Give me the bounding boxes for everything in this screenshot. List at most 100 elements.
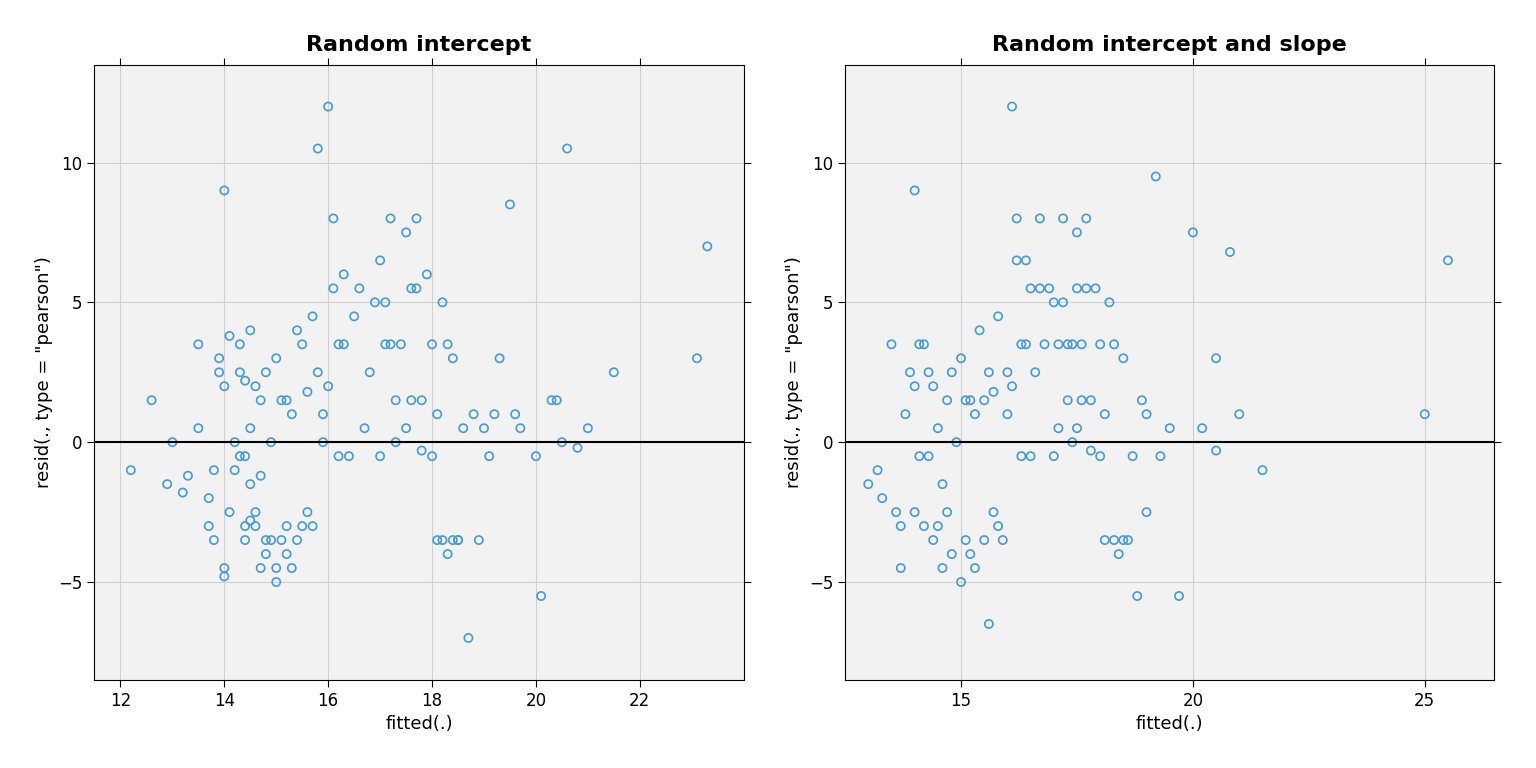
Point <box>373 296 398 309</box>
Point <box>207 353 232 365</box>
Point <box>888 562 912 574</box>
Point <box>352 422 376 435</box>
Point <box>1115 534 1140 546</box>
Point <box>935 394 960 406</box>
Point <box>487 353 511 365</box>
Point <box>1005 212 1029 224</box>
Point <box>212 562 237 574</box>
Point <box>1014 254 1038 266</box>
Point <box>280 408 304 420</box>
Point <box>290 520 315 532</box>
Point <box>316 380 341 392</box>
Point <box>940 366 965 379</box>
Point <box>696 240 720 253</box>
Point <box>502 408 527 420</box>
Point <box>1087 450 1112 462</box>
Point <box>1120 450 1144 462</box>
Point <box>1124 590 1149 602</box>
Point <box>1069 394 1094 406</box>
Point <box>321 212 346 224</box>
Point <box>253 534 278 546</box>
Point <box>986 310 1011 323</box>
Point <box>1055 338 1080 350</box>
Point <box>321 282 346 294</box>
Point <box>1041 296 1066 309</box>
Point <box>1032 338 1057 350</box>
Point <box>912 520 937 532</box>
Point <box>186 338 210 350</box>
Point <box>233 450 258 462</box>
Point <box>602 366 627 379</box>
Point <box>223 436 247 449</box>
Point <box>1111 534 1135 546</box>
Point <box>963 562 988 574</box>
Point <box>217 329 241 342</box>
Point <box>888 520 912 532</box>
Point <box>1167 590 1192 602</box>
Point <box>1009 450 1034 462</box>
Point <box>1083 282 1107 294</box>
Point <box>1106 548 1130 560</box>
Point <box>227 366 252 379</box>
Point <box>528 590 553 602</box>
Point <box>892 408 917 420</box>
Point <box>931 478 955 490</box>
Point <box>1204 445 1229 457</box>
Title: Random intercept and slope: Random intercept and slope <box>992 35 1347 55</box>
Point <box>1078 394 1103 406</box>
Point <box>160 436 184 449</box>
Point <box>1250 464 1275 476</box>
Point <box>1069 338 1094 350</box>
Point <box>233 520 258 532</box>
Point <box>949 353 974 365</box>
Point <box>284 324 309 336</box>
Point <box>1092 408 1117 420</box>
Point <box>1227 408 1252 420</box>
Point <box>393 422 418 435</box>
Point <box>883 506 908 518</box>
Point <box>954 534 978 546</box>
Point <box>565 442 590 454</box>
Point <box>393 227 418 239</box>
Point <box>310 408 335 420</box>
Point <box>856 478 880 490</box>
Point <box>897 366 922 379</box>
Point <box>384 394 409 406</box>
Point <box>336 450 361 462</box>
Point <box>197 492 221 505</box>
Point <box>258 436 283 449</box>
Point <box>977 617 1001 630</box>
Point <box>986 520 1011 532</box>
Point <box>389 338 413 350</box>
Point <box>243 520 267 532</box>
Point <box>1074 212 1098 224</box>
Point <box>284 534 309 546</box>
Point <box>1055 394 1080 406</box>
Point <box>685 353 710 365</box>
Point <box>452 422 476 435</box>
Point <box>949 576 974 588</box>
Point <box>217 506 241 518</box>
Point <box>968 324 992 336</box>
Point <box>945 436 969 449</box>
Point <box>1051 212 1075 224</box>
Point <box>1074 282 1098 294</box>
Point <box>410 445 435 457</box>
Point <box>972 534 997 546</box>
Point <box>977 366 1001 379</box>
Point <box>1018 450 1043 462</box>
Point <box>554 142 579 154</box>
Point <box>249 562 273 574</box>
Point <box>264 562 289 574</box>
Point <box>223 464 247 476</box>
Point <box>258 534 283 546</box>
X-axis label: fitted(.): fitted(.) <box>1137 715 1204 733</box>
Point <box>332 338 356 350</box>
Point <box>275 548 300 560</box>
Point <box>1436 254 1461 266</box>
Point <box>399 394 424 406</box>
Point <box>404 282 429 294</box>
Point <box>1101 338 1126 350</box>
Point <box>982 386 1006 398</box>
Point <box>926 422 951 435</box>
